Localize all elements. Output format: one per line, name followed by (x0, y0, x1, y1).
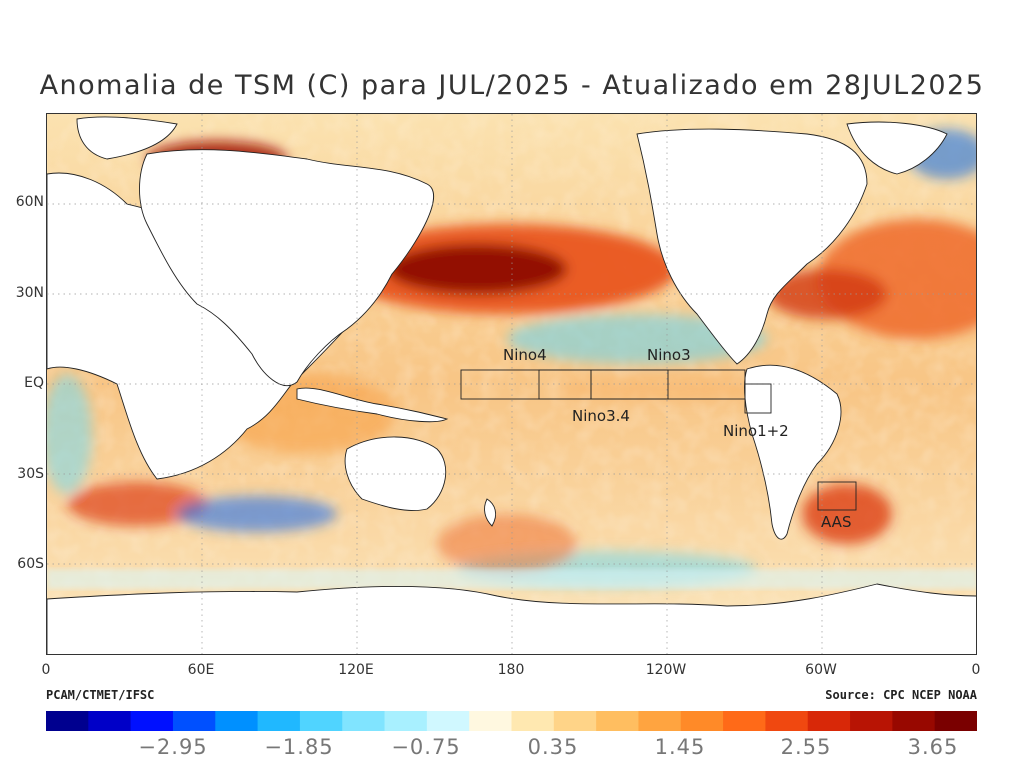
north-america (636, 128, 868, 365)
lat-label-60s: 60S (17, 556, 44, 572)
colorbar-swatch (257, 711, 301, 731)
credit-source: Source: CPC NCEP NOAA (825, 688, 977, 702)
colorbar-swatch (511, 711, 555, 731)
colorbar-label: 3.65 (907, 735, 959, 759)
aas-label: AAS (821, 513, 851, 531)
colorbar-swatch (46, 711, 89, 731)
nino-region-labels: Nino4 Nino3 Nino3.4 Nino1+2 AAS (503, 346, 851, 531)
australia (344, 436, 447, 512)
greenland (846, 121, 948, 175)
colorbar-label: −1.85 (264, 735, 334, 759)
land-masses (47, 116, 976, 654)
colorbar-label: 0.35 (527, 735, 579, 759)
colorbar-swatch (723, 711, 767, 731)
southern-ocean-band (47, 569, 976, 589)
colorbar-swatch (765, 711, 809, 731)
lat-label-eq: EQ (24, 375, 44, 391)
graticule (47, 114, 976, 654)
colorbar-swatch (342, 711, 386, 731)
colorbar-label: −0.75 (391, 735, 461, 759)
colorbar-swatch (553, 711, 597, 731)
lon-label-60w: 60W (805, 662, 837, 678)
colorbar-swatch (130, 711, 174, 731)
colorbar-label: 2.55 (780, 735, 832, 759)
aas-box (817, 481, 857, 511)
colorbar-swatch (384, 711, 428, 731)
lon-label-0: 0 (41, 662, 51, 678)
colorbar-label: −2.95 (138, 735, 208, 759)
lon-label-120e: 120E (338, 662, 374, 678)
new-zealand (484, 498, 497, 527)
lon-label-180: 180 (497, 662, 525, 678)
lon-label-0-end: 0 (971, 662, 981, 678)
asia (139, 149, 434, 387)
scandinavia (76, 116, 178, 160)
south-america (744, 364, 842, 540)
colorbar-swatch (892, 711, 936, 731)
lat-label-60n: 60N (15, 194, 44, 210)
lat-label-30s: 30S (17, 466, 44, 482)
map-title: Anomalia de TSM (C) para JUL/2025 - Atua… (39, 70, 985, 101)
colorbar-swatch (215, 711, 259, 731)
sst-anomaly-map: Nino4 Nino3 Nino3.4 Nino1+2 AAS (46, 113, 977, 655)
colorbar-swatch (299, 711, 343, 731)
colorbar-swatch (638, 711, 682, 731)
nino3-label: Nino3 (647, 346, 691, 364)
colorbar-label: 1.45 (654, 735, 706, 759)
lat-label-30n: 30N (15, 285, 44, 301)
nino12-box (744, 383, 772, 414)
map-canvas: Nino4 Nino3 Nino3.4 Nino1+2 AAS (47, 114, 976, 654)
nino4-label: Nino4 (503, 346, 547, 364)
credit-institution: PCAM/CTMET/IFSC (46, 688, 155, 702)
nino-region-boxes (460, 369, 857, 511)
indonesia (296, 387, 449, 423)
lon-label-60e: 60E (187, 662, 215, 678)
colorbar-swatch (596, 711, 640, 731)
colorbar (46, 711, 977, 731)
colorbar-swatch (172, 711, 216, 731)
nino34-label: Nino3.4 (572, 407, 630, 425)
colorbar-swatch (426, 711, 470, 731)
lon-label-120w: 120W (645, 662, 687, 678)
colorbar-swatch (680, 711, 724, 731)
antarctica (47, 583, 976, 654)
colorbar-swatch (469, 711, 513, 731)
colorbar-swatch (934, 711, 977, 731)
nino12-label: Nino1+2 (723, 422, 789, 440)
colorbar-swatch (850, 711, 893, 731)
colorbar-swatch (807, 711, 851, 731)
colorbar-swatch (88, 711, 132, 731)
